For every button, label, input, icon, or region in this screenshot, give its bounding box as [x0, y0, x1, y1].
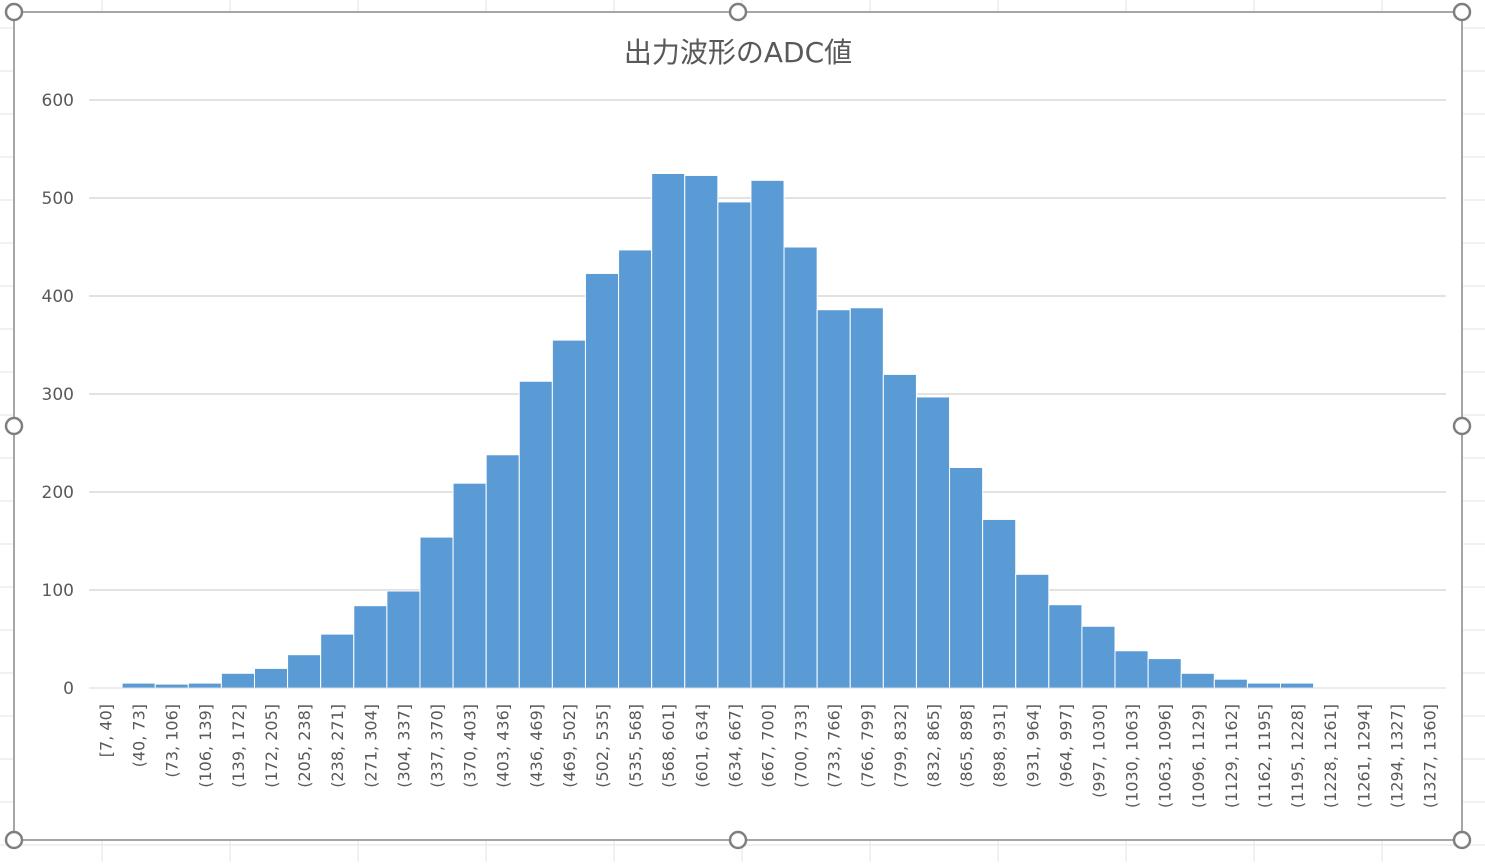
bar [783, 246, 818, 689]
bar [121, 682, 156, 689]
resize-handle[interactable] [4, 2, 24, 22]
x-tick-label: (172, 205] [262, 704, 281, 788]
x-tick-label: (106, 139] [196, 704, 215, 788]
x-tick-label: (1096, 1129] [1189, 704, 1208, 808]
bar [1114, 650, 1149, 689]
bar [849, 307, 884, 689]
x-axis-tick-labels: [7, 40] (40, 73] (73, 106] (106, 139] (139, … [97, 704, 1440, 808]
bar [419, 536, 454, 689]
x-tick-label: (733, 766] [825, 704, 844, 788]
x-tick-label: (403, 436] [494, 704, 513, 788]
resize-handle[interactable] [4, 830, 24, 850]
x-tick-label: (271, 304] [361, 704, 380, 788]
bar [1213, 678, 1248, 689]
y-tick-label: 0 [63, 679, 74, 699]
x-tick-label: (502, 535] [593, 704, 612, 788]
bar [187, 682, 222, 689]
bar [287, 654, 322, 689]
x-tick-label: (40, 73] [130, 704, 149, 767]
x-tick-label: (139, 172] [229, 704, 248, 788]
bar [1246, 682, 1282, 689]
x-tick-label: [7, 40] [97, 704, 116, 757]
x-tick-label: (370, 403] [461, 704, 480, 788]
bar [651, 173, 686, 689]
x-tick-label: (766, 799] [858, 704, 877, 788]
y-tick-label: 300 [42, 385, 74, 405]
x-tick-label: (469, 502] [560, 704, 579, 788]
x-tick-label: (337, 370] [428, 704, 447, 788]
bar [882, 373, 917, 689]
bar [154, 683, 189, 689]
bar [915, 396, 951, 689]
bar [320, 633, 355, 689]
x-tick-label: (1162, 1195] [1255, 704, 1274, 808]
x-tick-label: (964, 997] [1056, 704, 1075, 788]
bar [1180, 672, 1215, 689]
x-tick-label: (931, 964] [1023, 704, 1042, 788]
selection-handles[interactable] [4, 2, 1472, 850]
resize-handle[interactable] [1452, 2, 1472, 22]
x-tick-label: (700, 733] [792, 704, 811, 788]
x-tick-label: (73, 106] [163, 704, 182, 778]
bar [1015, 573, 1050, 689]
x-tick-label: (1195, 1228] [1288, 704, 1307, 808]
bar [1081, 625, 1116, 689]
x-tick-label: (205, 238] [295, 704, 314, 788]
x-tick-label: (832, 865] [924, 704, 943, 788]
bar [816, 309, 851, 689]
y-tick-label: 100 [42, 581, 74, 601]
bar [982, 518, 1017, 689]
resize-handle[interactable] [1452, 416, 1472, 436]
x-tick-label: (898, 931] [990, 704, 1009, 788]
y-axis-tick-labels: 0 100 200 300 400 500 600 [42, 91, 74, 699]
x-tick-label: (1129, 1162] [1222, 704, 1241, 808]
bar [452, 482, 487, 689]
bar [386, 590, 421, 689]
resize-handle[interactable] [728, 830, 748, 850]
x-tick-label: (304, 337] [394, 704, 413, 788]
y-tick-label: 400 [42, 287, 74, 307]
bar [551, 339, 586, 689]
x-tick-label: (238, 271] [328, 704, 347, 788]
x-tick-label: (1327, 1360] [1420, 704, 1439, 808]
x-tick-label: (1030, 1063] [1123, 704, 1142, 808]
x-tick-label: (1261, 1294] [1354, 704, 1373, 808]
bar [584, 272, 620, 689]
bar [1280, 682, 1315, 689]
x-tick-label: (634, 667] [725, 704, 744, 788]
x-tick-label: (535, 568] [626, 704, 645, 788]
bar [253, 667, 289, 689]
bar [220, 672, 255, 689]
x-tick-label: (436, 469] [527, 704, 546, 788]
x-tick-label: (601, 634] [692, 704, 711, 788]
y-tick-label: 200 [42, 483, 74, 503]
resize-handle[interactable] [1452, 830, 1472, 850]
bar [518, 380, 553, 689]
bar [353, 605, 388, 689]
chart-title: 出力波形のADC値 [624, 36, 852, 69]
x-tick-label: (568, 601] [659, 704, 678, 788]
bars [121, 173, 1315, 689]
resize-handle[interactable] [728, 2, 748, 22]
bar [1048, 604, 1083, 689]
y-tick-label: 500 [42, 189, 74, 209]
x-tick-label: (865, 898] [957, 704, 976, 788]
bar [684, 174, 719, 689]
bar [717, 201, 752, 689]
x-tick-label: (1294, 1327] [1387, 704, 1406, 808]
bar [618, 249, 653, 689]
bar [750, 179, 785, 689]
bar [485, 454, 520, 689]
x-tick-label: (1228, 1261] [1321, 704, 1340, 808]
bar [1147, 658, 1182, 689]
x-tick-label: (1063, 1096] [1156, 704, 1175, 808]
resize-handle[interactable] [4, 416, 24, 436]
x-tick-label: (997, 1030] [1089, 704, 1108, 798]
x-tick-label: (799, 832] [891, 704, 910, 788]
x-tick-label: (667, 700] [759, 704, 778, 788]
bar [949, 467, 984, 689]
y-tick-label: 600 [42, 91, 74, 111]
